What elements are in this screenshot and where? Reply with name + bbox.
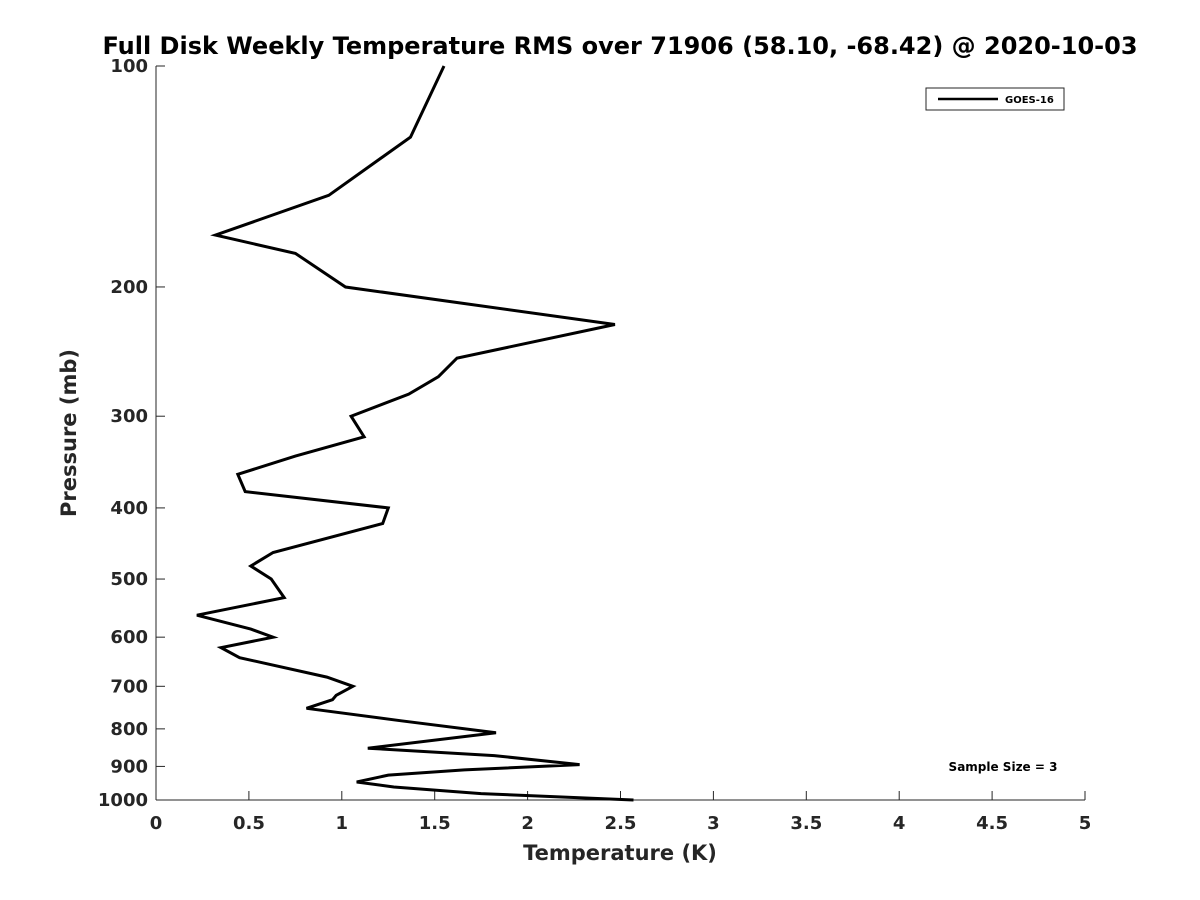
y-tick-label: 300 bbox=[110, 406, 148, 427]
chart-title: Full Disk Weekly Temperature RMS over 71… bbox=[102, 32, 1137, 60]
x-tick-label: 1.5 bbox=[419, 813, 451, 834]
x-tick-label: 0 bbox=[150, 813, 163, 834]
x-tick-label: 1 bbox=[336, 813, 349, 834]
y-tick-label: 700 bbox=[110, 676, 148, 697]
x-tick-label: 3 bbox=[707, 813, 720, 834]
y-tick-label: 500 bbox=[110, 569, 148, 590]
x-tick-label: 3.5 bbox=[790, 813, 822, 834]
legend: GOES-16 bbox=[925, 87, 1065, 111]
x-axis-label: Temperature (K) bbox=[523, 841, 717, 865]
series-layer bbox=[196, 65, 634, 802]
x-tick-label: 0.5 bbox=[233, 813, 265, 834]
y-tick-label: 200 bbox=[110, 277, 148, 298]
y-tick-label: 600 bbox=[110, 627, 148, 648]
y-tick-label: 800 bbox=[110, 719, 148, 740]
x-tick-label: 5 bbox=[1079, 813, 1092, 834]
y-tick-label: 400 bbox=[110, 498, 148, 519]
y-tick-label: 1000 bbox=[98, 790, 148, 811]
x-tick-label: 2.5 bbox=[605, 813, 637, 834]
y-ticks: 100 200 300 400 500 600 700 800 900 1000 bbox=[98, 56, 165, 811]
sample-size-annotation: Sample Size = 3 bbox=[949, 760, 1058, 774]
x-tick-label: 4 bbox=[893, 813, 906, 834]
x-ticks: 0 0.5 1 1.5 2 2.5 3 3.5 4 4.5 5 bbox=[150, 791, 1092, 834]
x-tick-label: 2 bbox=[521, 813, 534, 834]
series-line-goes-16 bbox=[196, 65, 634, 802]
x-tick-label: 4.5 bbox=[976, 813, 1008, 834]
y-tick-label: 900 bbox=[110, 756, 148, 777]
y-tick-label: 100 bbox=[110, 56, 148, 77]
y-axis-label: Pressure (mb) bbox=[57, 349, 81, 517]
legend-label-goes-16: GOES-16 bbox=[1005, 95, 1054, 106]
